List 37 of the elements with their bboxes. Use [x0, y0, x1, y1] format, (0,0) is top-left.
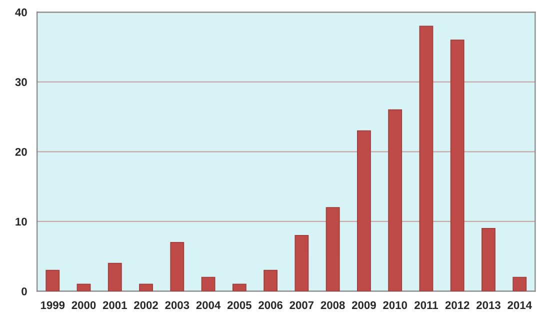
bar — [108, 262, 122, 292]
bar — [326, 207, 340, 292]
x-tick-label: 2005 — [227, 301, 252, 310]
x-tick-label: 2013 — [476, 301, 500, 310]
bar — [450, 40, 464, 292]
y-tick-label: 30 — [15, 78, 27, 86]
bar — [46, 270, 60, 292]
bar — [139, 284, 153, 292]
x-tick-label: 2007 — [290, 301, 314, 310]
x-tick-label: 2003 — [165, 301, 190, 310]
x-tick-label: 2011 — [414, 301, 438, 310]
bar — [264, 270, 278, 292]
bar — [294, 234, 309, 292]
bar — [388, 109, 402, 292]
bar — [201, 276, 216, 292]
y-tick-label: 20 — [15, 148, 27, 156]
y-tick-label: 40 — [15, 8, 27, 16]
bar — [170, 242, 184, 292]
bar — [357, 130, 371, 292]
x-tick-label: 2002 — [134, 301, 158, 310]
bar — [76, 284, 91, 292]
y-tick-label: 0 — [22, 287, 27, 296]
x-tick-label: 1999 — [40, 301, 65, 310]
bar — [232, 284, 246, 292]
bar — [419, 26, 434, 292]
bar — [482, 228, 496, 292]
y-tick-label: 10 — [16, 218, 27, 226]
x-tick-label: 2008 — [320, 301, 345, 310]
x-tick-label: 2014 — [508, 301, 532, 310]
x-tick-label: 2009 — [352, 301, 376, 310]
x-tick-label: 2004 — [196, 301, 221, 310]
x-tick-label: 2006 — [258, 301, 283, 310]
x-tick-label: 2010 — [383, 301, 407, 310]
bar — [512, 276, 527, 292]
x-tick-label: 2001 — [102, 301, 127, 310]
x-tick-label: 2012 — [445, 301, 470, 310]
x-tick-label: 2000 — [72, 301, 96, 310]
